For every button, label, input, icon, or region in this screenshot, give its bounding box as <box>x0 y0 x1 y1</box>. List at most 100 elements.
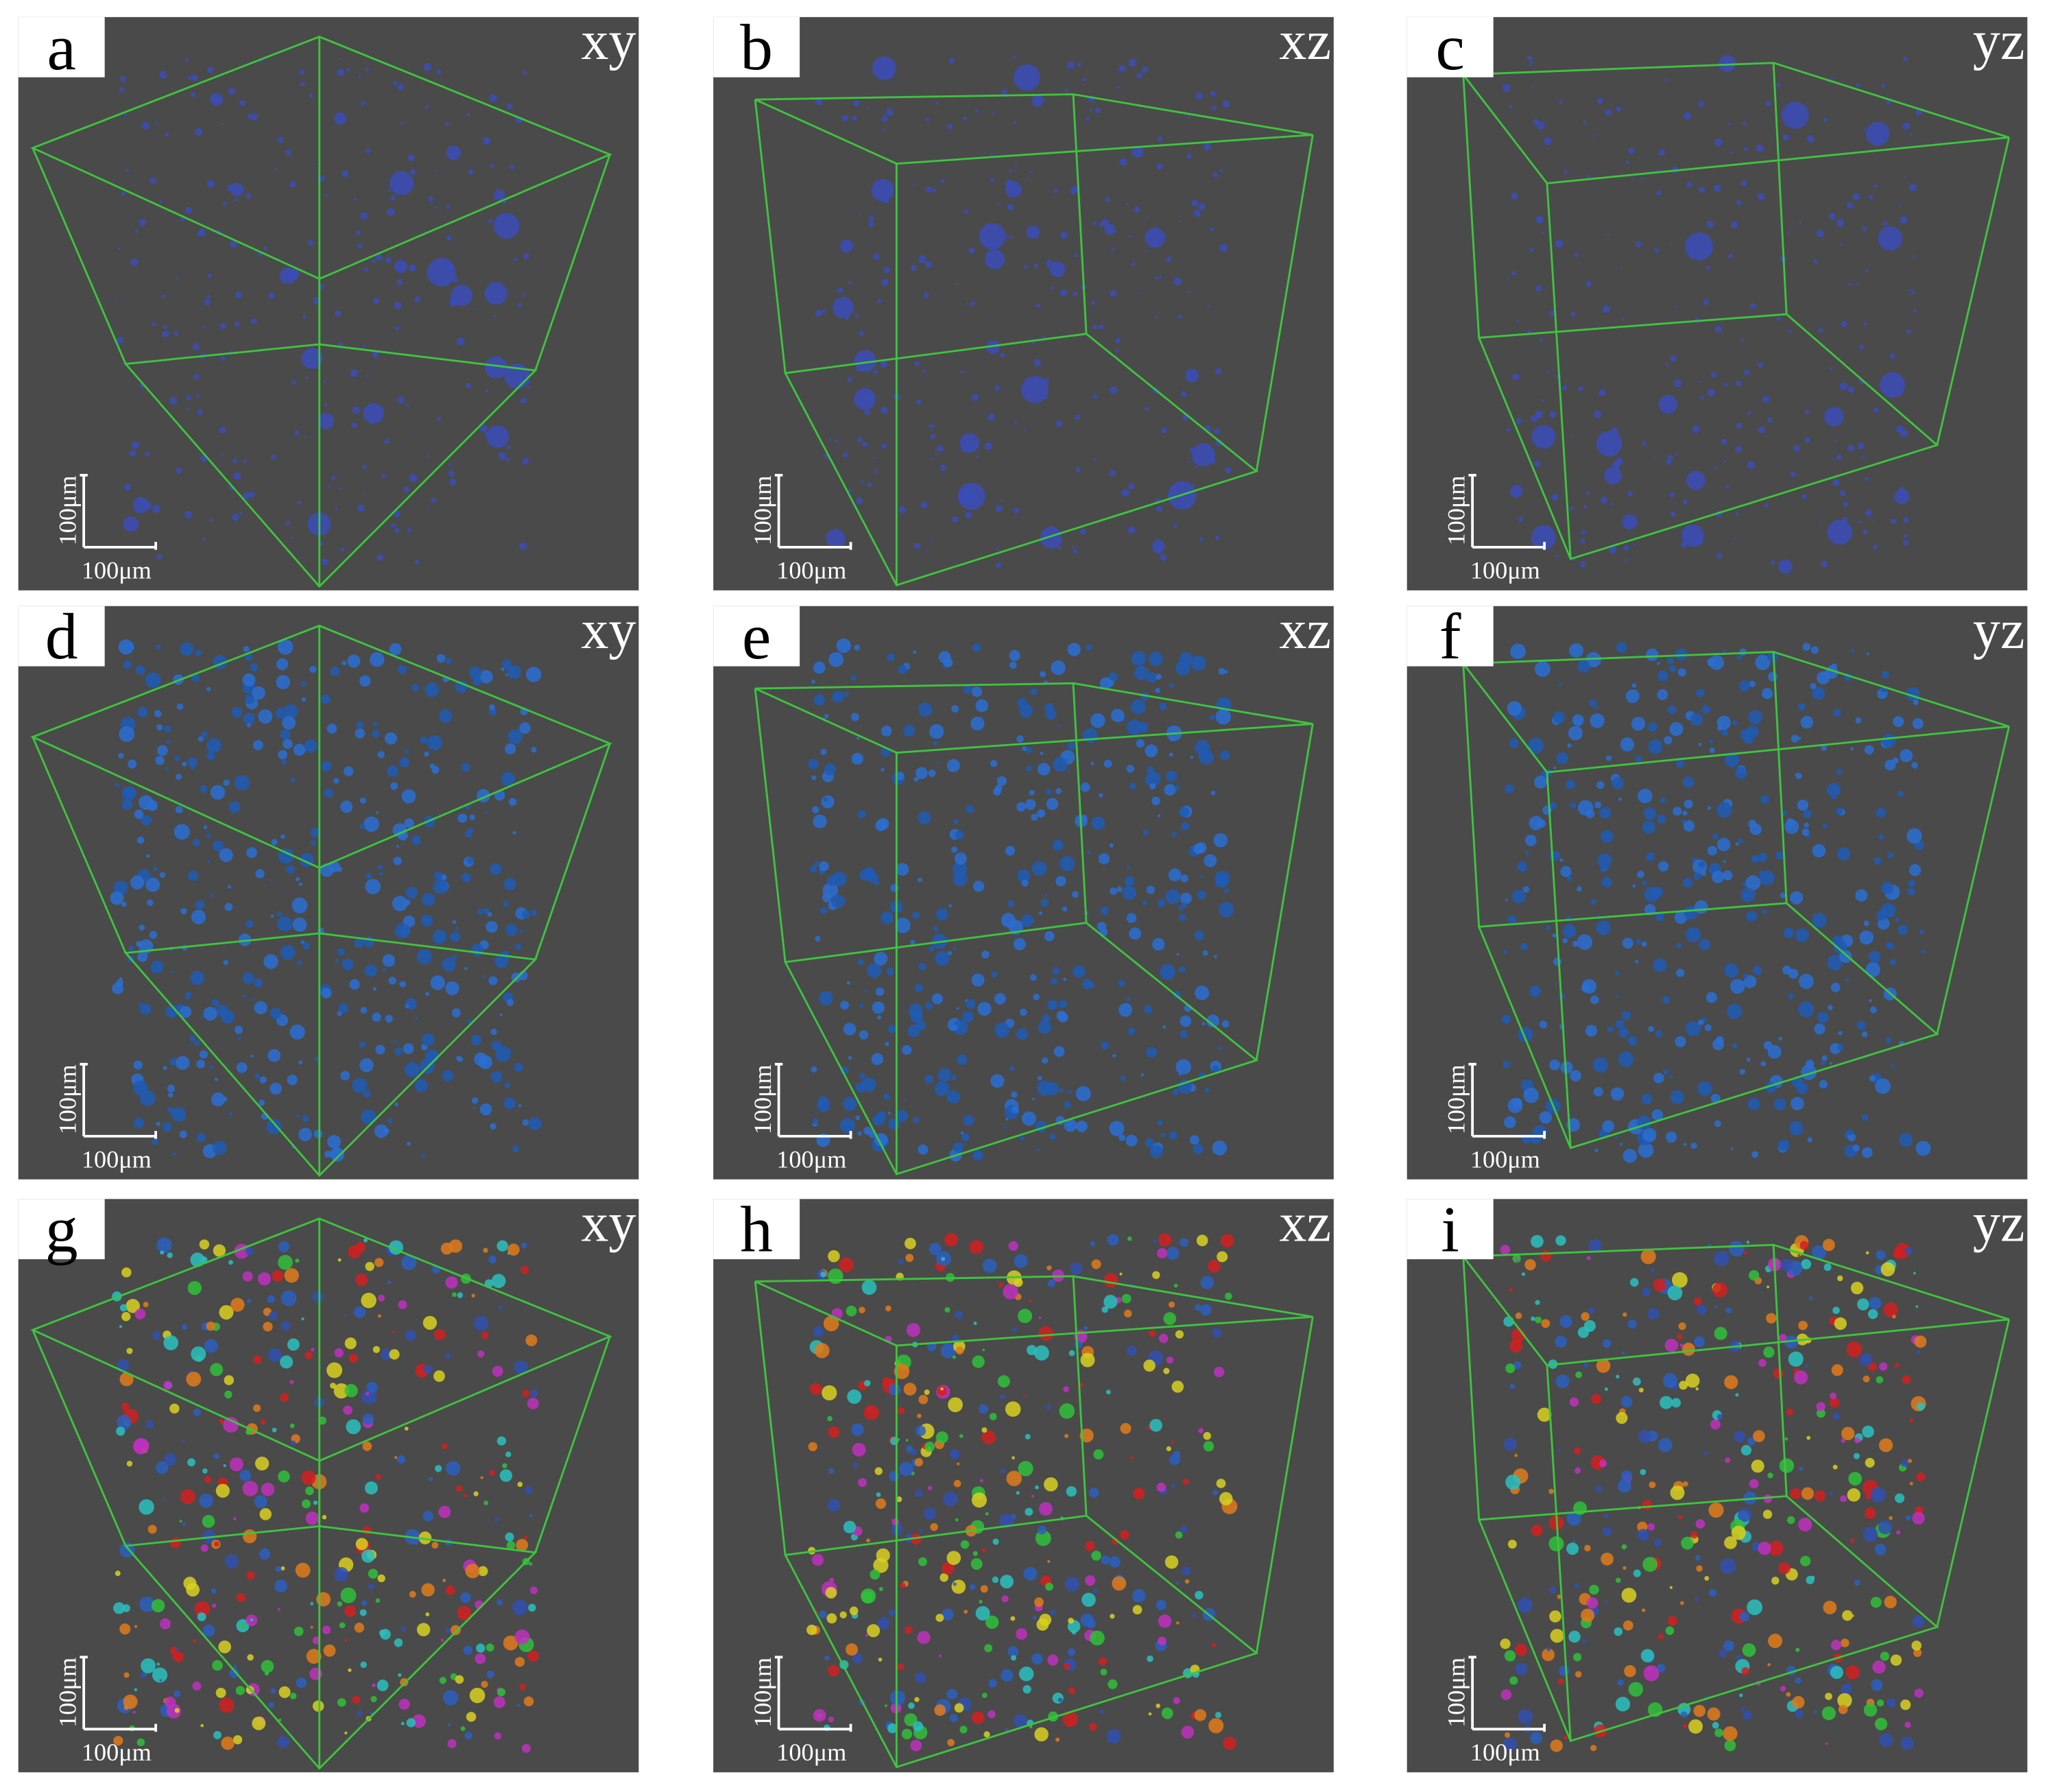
particle <box>1667 1285 1683 1301</box>
particle <box>852 115 857 121</box>
particle <box>1176 1581 1180 1585</box>
particle <box>1615 1020 1625 1029</box>
cube-edge <box>534 154 611 371</box>
particle <box>1653 958 1667 972</box>
particle <box>1099 677 1112 690</box>
particle <box>499 1305 503 1310</box>
particle <box>912 911 920 919</box>
particle <box>1585 1025 1598 1037</box>
particle <box>1878 1438 1893 1453</box>
particle <box>186 395 192 401</box>
particle <box>1648 722 1658 732</box>
particle <box>1908 183 1917 191</box>
particle <box>213 1453 220 1459</box>
particle <box>1554 983 1557 986</box>
particle <box>1199 537 1204 542</box>
particle <box>953 1020 968 1036</box>
particle <box>1681 524 1704 547</box>
cube-edge <box>1546 183 1572 560</box>
particle <box>1166 256 1172 263</box>
particle <box>1149 1145 1163 1158</box>
particle <box>503 200 507 204</box>
particle <box>1025 874 1031 880</box>
particle <box>167 1106 174 1114</box>
particle <box>523 70 527 75</box>
particle <box>1621 1588 1637 1603</box>
particle <box>348 1353 358 1363</box>
particle <box>818 1096 828 1106</box>
particle <box>990 760 998 767</box>
particle <box>1005 846 1015 856</box>
particle <box>1207 304 1210 308</box>
particle <box>1007 1646 1019 1658</box>
particle <box>221 123 224 126</box>
particle <box>283 704 298 719</box>
particle <box>1091 816 1105 831</box>
particle <box>1848 1472 1863 1486</box>
particle <box>1686 182 1692 188</box>
particle <box>918 877 922 883</box>
particle <box>503 1097 516 1110</box>
particle <box>478 1566 488 1577</box>
particle <box>1195 466 1197 468</box>
particle <box>167 1084 176 1092</box>
particle <box>1655 912 1664 922</box>
particle <box>437 416 442 422</box>
particle <box>232 458 238 464</box>
particle <box>280 1393 289 1402</box>
particle <box>1803 810 1812 819</box>
particle <box>1500 1638 1511 1649</box>
particle <box>1007 204 1014 211</box>
particle <box>387 765 399 777</box>
particle <box>898 1258 904 1265</box>
particle <box>490 1071 503 1084</box>
particle <box>1627 491 1633 497</box>
particle <box>212 1603 217 1608</box>
particle <box>523 1696 534 1707</box>
particle <box>204 298 211 306</box>
particle <box>1768 1634 1783 1649</box>
particle <box>1077 62 1082 67</box>
particle <box>970 716 985 731</box>
particle <box>393 1040 396 1043</box>
particle <box>1110 289 1117 297</box>
particle <box>239 511 243 515</box>
particle <box>972 496 977 501</box>
particle <box>476 1643 486 1653</box>
particle <box>340 1071 350 1081</box>
particle <box>1614 1627 1623 1636</box>
particle <box>363 494 366 497</box>
particle <box>427 735 442 751</box>
particle <box>387 1280 392 1285</box>
particle <box>975 1605 990 1621</box>
particle <box>460 1592 471 1603</box>
particle <box>851 752 863 765</box>
particle <box>1859 930 1874 945</box>
particle <box>1841 1638 1850 1648</box>
particle <box>1753 1430 1765 1442</box>
particle <box>505 743 516 754</box>
particle <box>811 1553 824 1566</box>
particle <box>827 1498 840 1512</box>
particle <box>1847 444 1854 451</box>
scale-label-horizontal: 100μm <box>776 557 846 584</box>
particle <box>1616 995 1619 999</box>
particle <box>301 1470 316 1485</box>
particle <box>985 249 1005 270</box>
particle <box>176 1055 190 1070</box>
particle <box>1602 305 1610 313</box>
particle <box>910 940 915 945</box>
particle <box>1660 1396 1673 1409</box>
particle <box>1033 1345 1049 1361</box>
particle <box>206 833 211 838</box>
particle <box>1068 1648 1076 1656</box>
particle <box>1865 1457 1875 1468</box>
particle <box>1109 1121 1125 1136</box>
particle <box>953 1479 961 1488</box>
particle <box>861 1588 876 1604</box>
particle <box>997 1375 1010 1388</box>
particle <box>294 1626 304 1636</box>
particle <box>390 782 398 790</box>
particle <box>1812 686 1825 700</box>
